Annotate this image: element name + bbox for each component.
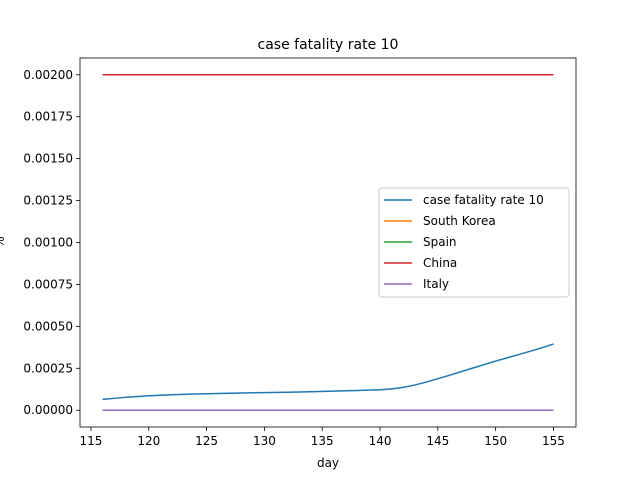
- x-axis-label: day: [317, 456, 339, 470]
- y-tick-label: 0.00200: [23, 68, 73, 82]
- y-tick-label: 0.00125: [23, 194, 73, 208]
- x-axis: 115 120 125 130 135 140 145 150 155: [80, 427, 565, 448]
- x-tick-label: 150: [484, 434, 507, 448]
- series-line-0: [102, 343, 554, 401]
- x-tick-label: 155: [542, 434, 565, 448]
- legend-label: Italy: [423, 277, 449, 291]
- legend-label: China: [423, 256, 457, 270]
- y-tick-label: 0.00100: [23, 236, 73, 250]
- legend-label: case fatality rate 10: [423, 193, 544, 207]
- y-tick-label: 0.00000: [23, 403, 73, 417]
- x-tick-label: 140: [369, 434, 392, 448]
- x-tick-label: 115: [80, 434, 103, 448]
- legend-label: Spain: [423, 235, 457, 249]
- legend-label: South Korea: [423, 214, 496, 228]
- y-tick-label: 0.00075: [23, 277, 73, 291]
- y-tick-label: 0.00050: [23, 319, 73, 333]
- x-tick-label: 145: [426, 434, 449, 448]
- y-tick-label: 0.00150: [23, 152, 73, 166]
- y-tick-label: 0.00025: [23, 361, 73, 375]
- x-tick-label: 125: [195, 434, 218, 448]
- legend: case fatality rate 10 South Korea Spain Chi…: [378, 187, 570, 298]
- series-layer: [102, 74, 554, 411]
- x-tick-label: 120: [137, 434, 160, 448]
- y-axis-label: %: [0, 236, 7, 247]
- y-tick-label: 0.00175: [23, 110, 73, 124]
- x-tick-label: 135: [311, 434, 334, 448]
- chart-title: case fatality rate 10: [258, 37, 399, 53]
- x-tick-label: 130: [253, 434, 276, 448]
- legend-frame: [378, 187, 570, 298]
- y-axis: 0.00000 0.00025 0.00050 0.00075 0.00100 0.001…: [23, 68, 80, 417]
